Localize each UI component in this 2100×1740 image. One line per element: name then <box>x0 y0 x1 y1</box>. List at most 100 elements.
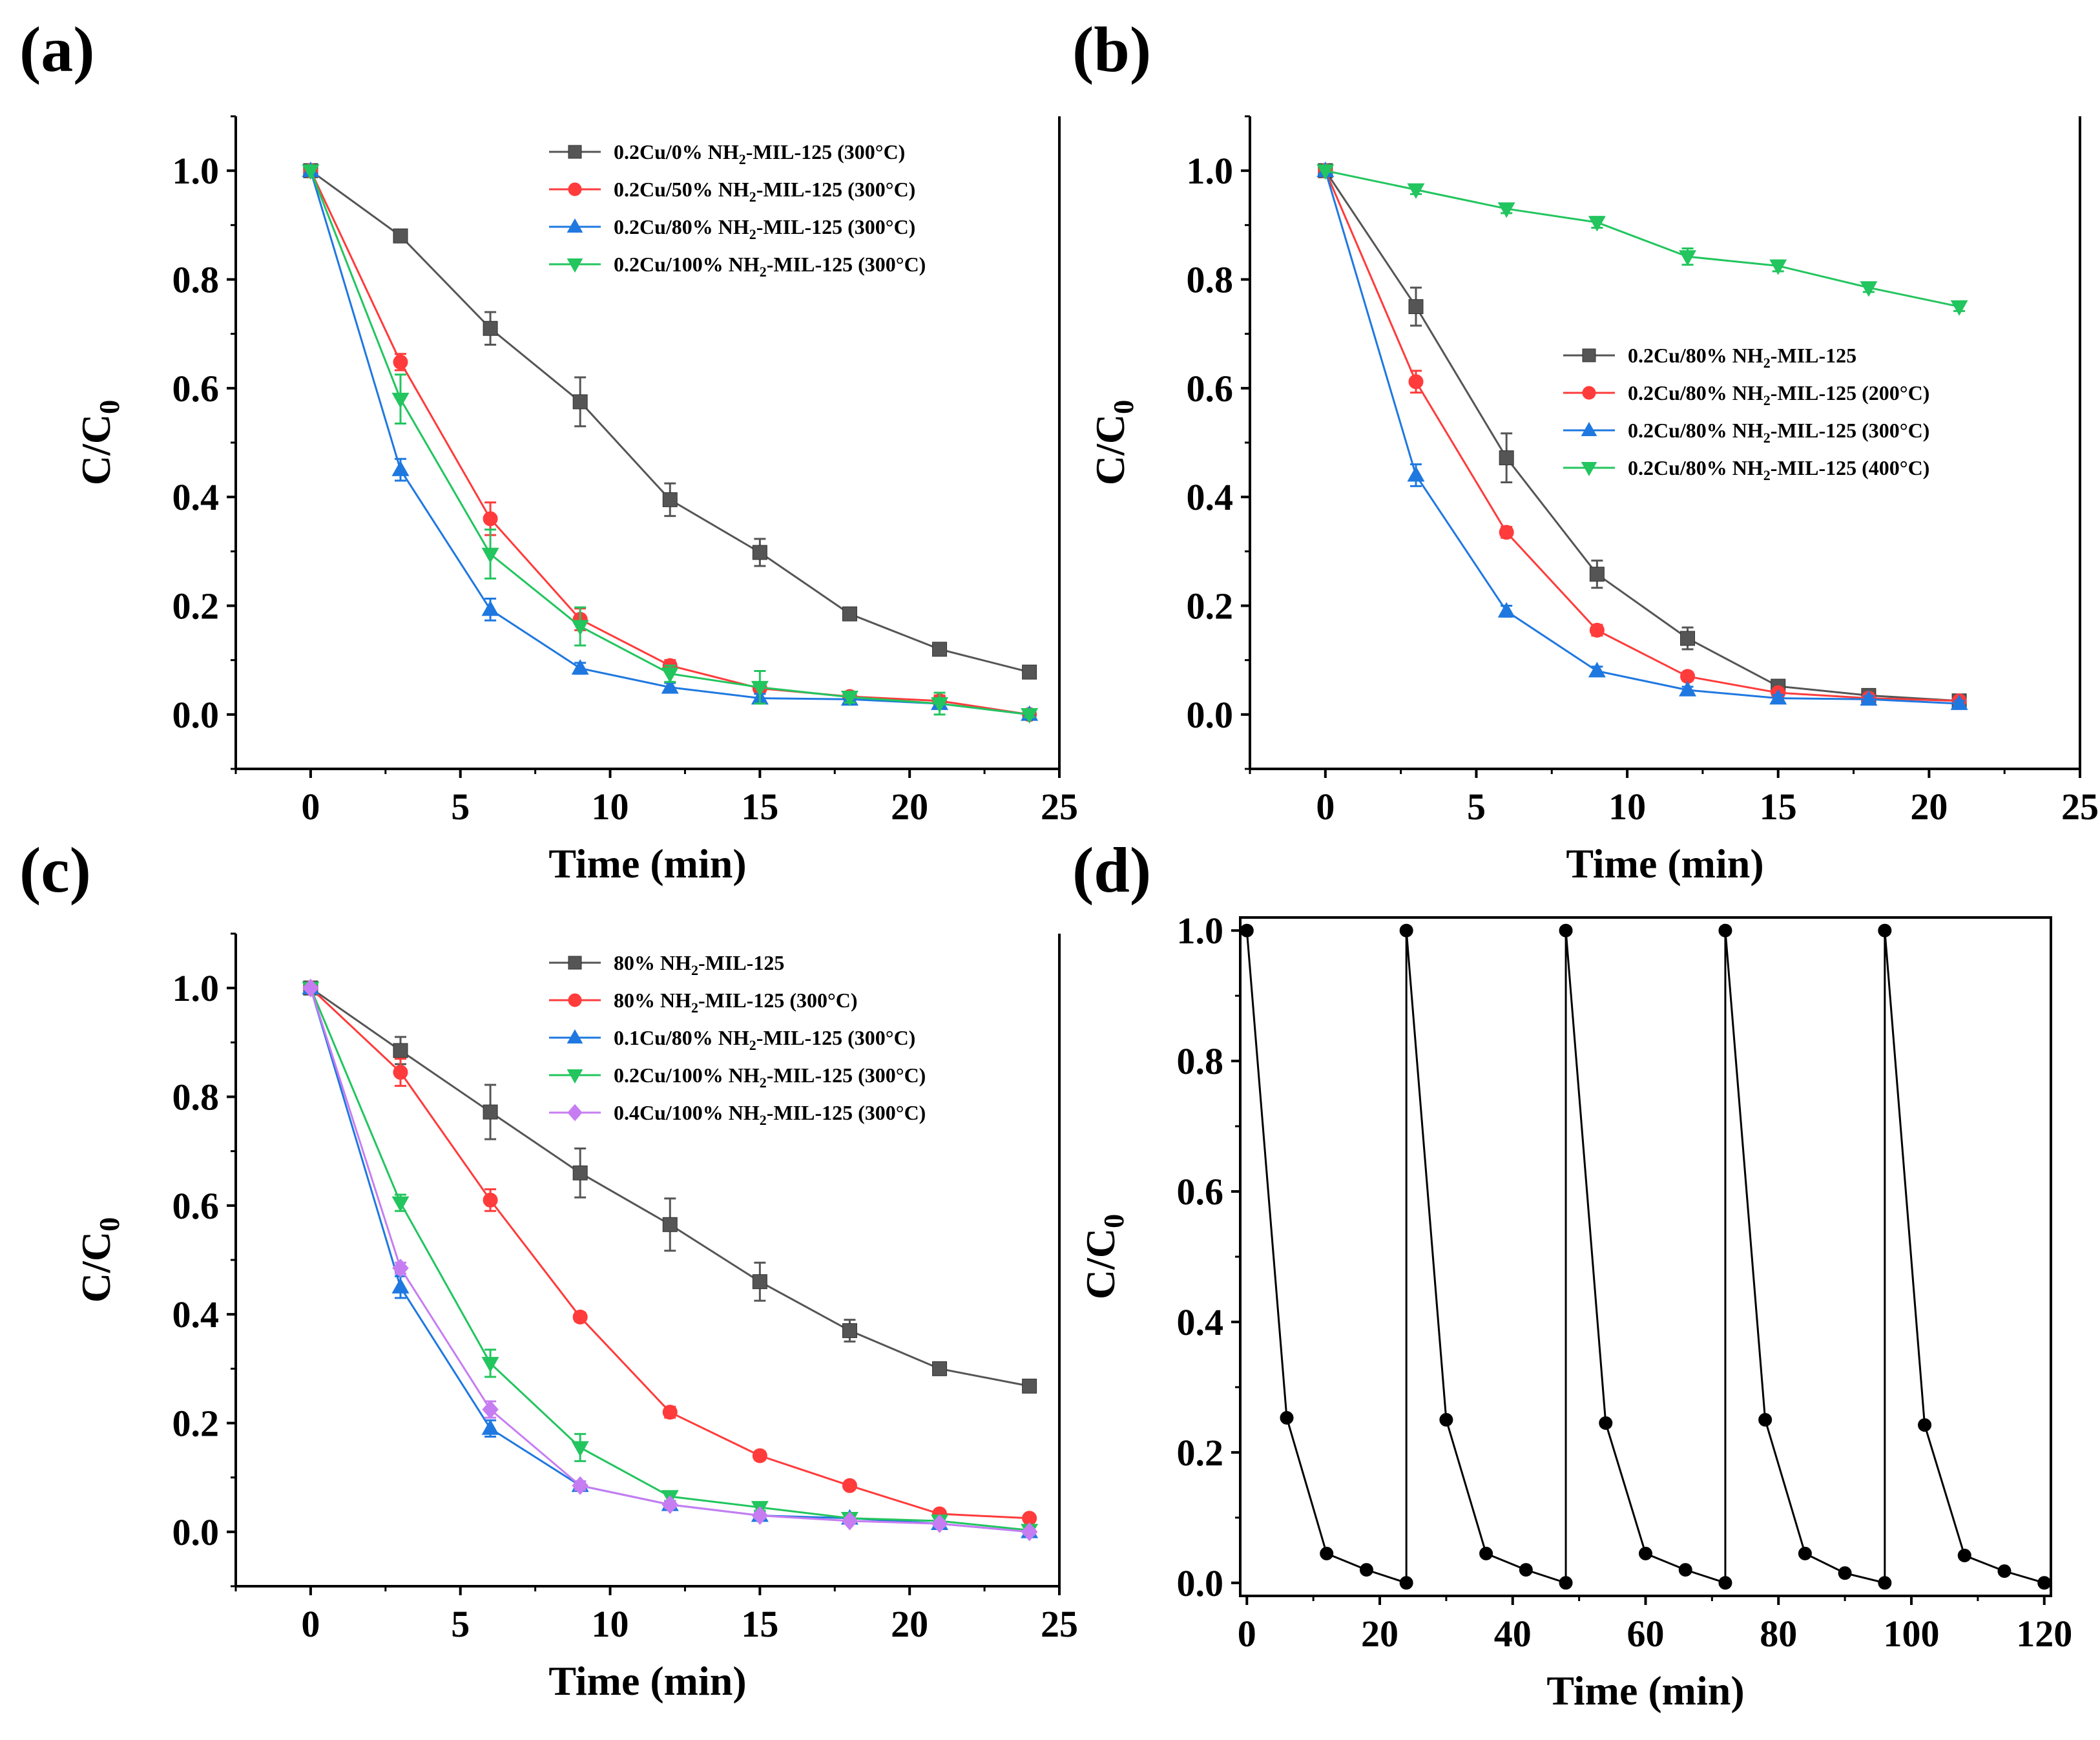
x-tick-label: 20 <box>1361 1613 1398 1655</box>
legend-label-main: 0.4Cu/100% NH <box>614 1101 760 1124</box>
y-tick-label: 0.2 <box>172 585 220 627</box>
data-point <box>1497 602 1515 618</box>
data-point <box>932 1361 948 1376</box>
data-point <box>1499 525 1514 540</box>
legend-label-subscript: 2 <box>749 189 756 205</box>
x-tick-label: 0 <box>301 1603 320 1645</box>
data-point <box>1439 1412 1453 1427</box>
data-point <box>1407 183 1425 199</box>
data-point <box>572 1476 588 1495</box>
data-point <box>1950 300 1968 316</box>
x-axis-title: Time (min) <box>1566 841 1763 886</box>
legend-label-main: 80% NH <box>614 989 691 1012</box>
y-axis-title: C/C0 <box>73 400 125 485</box>
data-point <box>571 659 589 675</box>
series-4 <box>302 164 1039 724</box>
legend-label-main: 0.2Cu/80% NH <box>1628 419 1763 442</box>
y-axis-title: C/C0 <box>1087 400 1139 485</box>
data-point <box>483 511 498 527</box>
data-point <box>572 394 588 410</box>
legend-label-subscript: 2 <box>1763 355 1771 371</box>
series-line <box>310 169 1030 673</box>
legend-label-main: 0.2Cu/0% NH <box>614 140 739 163</box>
legend-label-rest: -MIL-125 (300°C) <box>756 1026 916 1049</box>
data-point <box>752 1448 767 1463</box>
x-tick-label: 5 <box>451 786 470 828</box>
legend-label-rest: -MIL-125 (300°C) <box>698 989 858 1012</box>
data-point <box>1408 299 1424 315</box>
x-tick-label: 40 <box>1494 1613 1532 1655</box>
legend-label-main: 0.2Cu/80% NH <box>1628 344 1763 367</box>
legend-label-subscript: 2 <box>691 1000 698 1016</box>
x-tick-label: 10 <box>592 1603 629 1645</box>
legend-marker <box>567 258 583 273</box>
data-point <box>752 1274 767 1290</box>
legend-label-main: 0.1Cu/80% NH <box>614 1026 749 1049</box>
y-tick-label: 1.0 <box>172 150 220 192</box>
data-point <box>661 667 679 683</box>
legend-marker <box>568 145 582 159</box>
data-point <box>1499 450 1514 466</box>
legend-marker <box>1581 421 1597 436</box>
data-point <box>1838 1566 1852 1580</box>
data-point <box>1588 216 1606 232</box>
data-point <box>571 620 589 636</box>
legend-label-subscript: 2 <box>739 151 746 167</box>
legend: 0.2Cu/0% NH2-MIL-125 (300°C)0.2Cu/50% NH… <box>549 140 926 280</box>
series-line <box>1245 930 2045 1584</box>
panel-label-d: (d) <box>1072 834 1151 906</box>
series-5 <box>302 978 1038 1542</box>
x-tick-label: 25 <box>1041 786 1078 828</box>
data-point <box>572 1165 588 1180</box>
legend-label: 0.2Cu/80% NH2-MIL-125 (200°C) <box>1628 381 1929 408</box>
data-point <box>1479 1546 1493 1560</box>
data-point <box>1957 1548 1971 1562</box>
series-1 <box>303 163 1037 680</box>
series-2 <box>303 163 1037 722</box>
y-axis-title-main: C/C <box>1077 1228 1123 1299</box>
data-point <box>1758 1412 1773 1427</box>
series-line <box>1324 170 1960 705</box>
data-point <box>1718 1576 1732 1590</box>
x-tick-label: 5 <box>1467 786 1486 828</box>
legend-label-main: 80% NH <box>614 951 691 974</box>
data-point <box>481 1357 499 1373</box>
data-point <box>1021 708 1039 724</box>
data-point <box>1559 1576 1573 1590</box>
legend-label: 80% NH2-MIL-125 (300°C) <box>614 989 858 1016</box>
y-axis-title-main: C/C <box>1087 414 1133 485</box>
legend-label-rest: -MIL-125 <box>698 951 784 974</box>
panel-d-chart: 0 20 40 60 80 100 120 0.0 0.2 0.4 0.6 0.8 1.0 Time (m… <box>1077 910 2072 1714</box>
data-point <box>1316 164 1335 180</box>
y-tick-label: 0.6 <box>172 1185 220 1227</box>
legend-marker <box>568 993 582 1007</box>
y-axis-title-subscript: 0 <box>94 400 125 414</box>
y-tick-label: 0.0 <box>1187 694 1234 736</box>
legend-label-rest: -MIL-125 (300°C) <box>746 140 906 163</box>
legend-marker <box>1581 462 1597 477</box>
y-axis-title-subscript: 0 <box>1108 400 1139 414</box>
data-point <box>1399 923 1413 938</box>
data-point <box>841 1511 858 1531</box>
y-tick-label: 0.4 <box>172 476 220 518</box>
legend-label-subscript: 2 <box>749 226 756 242</box>
data-point <box>1639 1546 1652 1560</box>
y-axis-title-subscript: 0 <box>94 1217 125 1232</box>
y-axis-title-main: C/C <box>73 1232 119 1303</box>
legend-label-subscript: 2 <box>760 1112 767 1128</box>
series-1 <box>1240 923 2052 1590</box>
data-point <box>1680 631 1696 646</box>
data-point <box>1497 202 1515 218</box>
y-tick-label: 1.0 <box>1187 150 1234 192</box>
y-tick-label: 0.8 <box>172 1076 220 1118</box>
data-point <box>1769 689 1787 705</box>
legend-label-rest: -MIL-125 (300°C) <box>1771 419 1930 442</box>
data-point <box>752 545 767 560</box>
legend-label-rest: -MIL-125 (400°C) <box>1771 456 1930 479</box>
data-point <box>662 1405 678 1420</box>
data-point <box>571 1441 589 1457</box>
y-axis-title-subscript: 0 <box>1098 1214 1130 1228</box>
data-point <box>1588 662 1606 678</box>
data-point <box>1860 690 1878 706</box>
